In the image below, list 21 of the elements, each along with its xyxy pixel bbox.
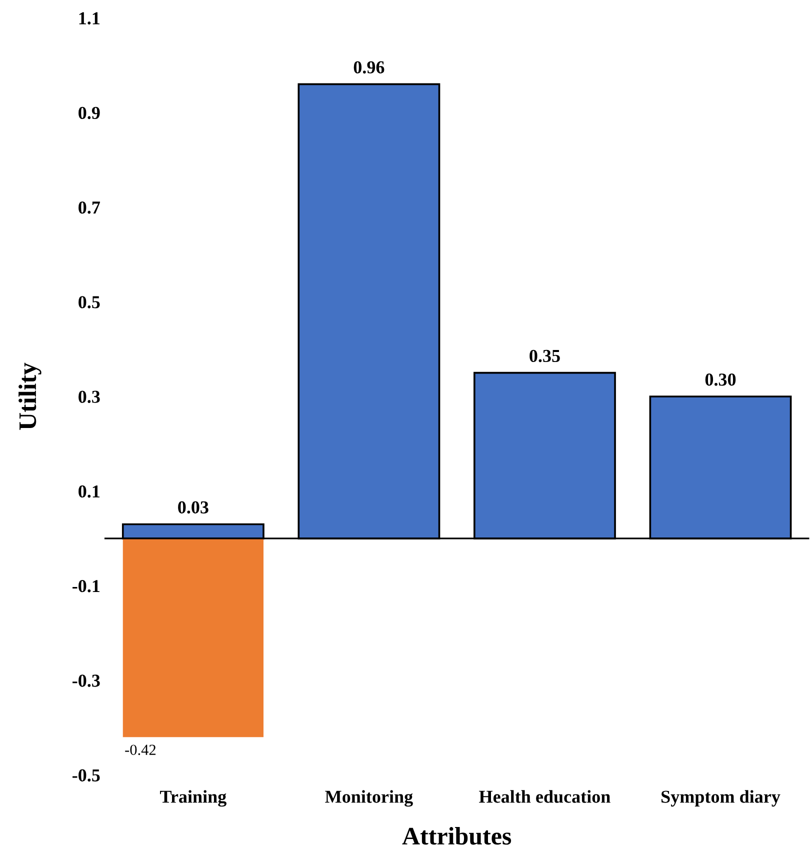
y-tick-label: -0.1 (72, 580, 100, 592)
x-tick-label: Symptom diary (662, 790, 780, 807)
y-tick-label: 1.1 (79, 12, 100, 24)
y-tick-label: -0.5 (72, 769, 100, 782)
x-tick-label: Monitoring (325, 790, 413, 807)
y-tick-label: 0.7 (78, 201, 100, 214)
data-label: -0.42 (125, 744, 156, 756)
data-label: 0.30 (705, 374, 736, 386)
data-label: 0.35 (530, 350, 560, 362)
data-label: 0.03 (178, 501, 208, 514)
y-tick-label: 0.9 (78, 106, 100, 120)
x-tick-label: Health education (479, 790, 610, 803)
y-tick-label: -0.3 (72, 674, 100, 687)
x-axis-title: Attributes (402, 827, 512, 845)
x-tick-label: Training (160, 790, 226, 807)
y-tick-label: 0.3 (78, 390, 100, 403)
y-axis-title: Utility (18, 362, 42, 430)
bar (122, 538, 264, 738)
data-label: 0.96 (354, 61, 384, 74)
y-tick-label: 0.5 (78, 296, 100, 308)
y-tick-label: 0.1 (78, 485, 100, 498)
